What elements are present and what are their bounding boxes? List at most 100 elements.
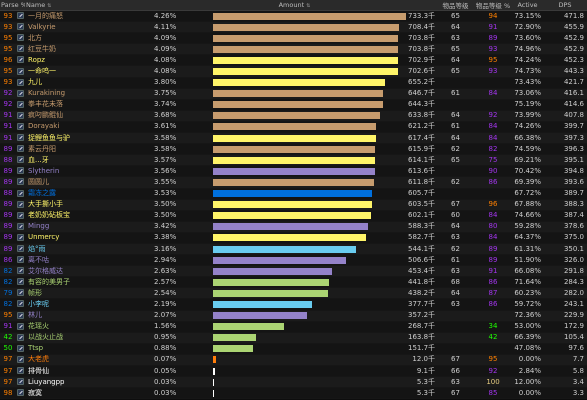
player-name[interactable]: 排骨仙 — [25, 365, 153, 378]
item-level-parse: 84 — [474, 88, 513, 100]
player-name[interactable]: 大手撕小手 — [25, 199, 153, 211]
player-name[interactable]: 花瑶火 — [25, 321, 153, 333]
player-name[interactable]: 以战火止战 — [25, 332, 153, 344]
player-name[interactable]: 寂寞 — [25, 387, 153, 400]
player-name[interactable]: Slytherin — [25, 165, 153, 178]
table-row[interactable]: 92 Kurakining 3.75% 646.7千 61 84 73.06% 416.1 — [0, 88, 587, 100]
active-time: 70.42% — [512, 165, 544, 178]
table-row[interactable]: 93 一月的痛怒 4.26% 733.3千 65 94 73.15% 471.8 — [0, 10, 587, 23]
table-row[interactable]: 95 红豆牛奶 4.09% 703.8千 65 93 74.96% 452.9 — [0, 43, 587, 56]
table-row[interactable]: 97 Liuyangpp 0.03% 5.3千 63 100 12.00% 3.4 — [0, 376, 587, 389]
item-level-parse: 94 — [474, 10, 513, 23]
header-ilvl-pct[interactable]: 物品等级 % — [474, 0, 513, 11]
player-name[interactable]: Kurakining — [25, 88, 153, 100]
table-row[interactable]: 89 大手撕小手 3.50% 603.5千 67 96 67.88% 388.3 — [0, 199, 587, 211]
player-name[interactable]: 霜冻之露 — [25, 188, 153, 200]
player-name[interactable]: 有容的美男子 — [25, 276, 153, 289]
parse-value: 88 — [0, 154, 16, 167]
table-row[interactable]: 50 Ttsp 0.88% 151.7千 47.08% 97.6 — [0, 343, 587, 355]
player-name[interactable]: 一命呜一 — [25, 65, 153, 78]
item-level-parse: 80 — [474, 221, 513, 233]
table-row[interactable]: 42 以战火止战 0.95% 163.8千 42 66.39% 105.4 — [0, 332, 587, 344]
item-level — [437, 321, 475, 333]
table-row[interactable]: 93 Valkyrie 4.11% 708.4千 64 91 72.90% 455.9 — [0, 21, 587, 34]
table-row[interactable]: 98 寂寞 0.03% 5.3千 67 85 0.00% 3.3 — [0, 387, 587, 400]
player-name[interactable]: 九儿 — [25, 77, 153, 89]
table-row[interactable]: 82 艾尔格威达 2.63% 453.4千 63 91 66.08% 291.8 — [0, 265, 587, 278]
header-amount[interactable]: Amount ⇅ — [152, 0, 438, 11]
player-name[interactable]: 焰°雨 — [25, 243, 153, 256]
table-row[interactable]: 92 拳丰花未落 3.74% 644.3千 75.19% 414.6 — [0, 99, 587, 111]
item-level: 64 — [437, 110, 475, 122]
player-name[interactable]: 红豆牛奶 — [25, 43, 153, 56]
header-parse[interactable]: Parse % — [0, 0, 26, 11]
player-name[interactable]: 捉鲤鱼鱼与驴 — [25, 132, 153, 145]
table-row[interactable]: 79 帧形 2.54% 438.2千 64 87 60.23% 282.0 — [0, 287, 587, 300]
class-icon-cell — [16, 21, 26, 34]
table-row[interactable]: 95 北方 4.09% 703.8千 63 89 73.60% 452.9 — [0, 32, 587, 45]
player-name[interactable]: 疯叼鹏鲲仙 — [25, 110, 153, 122]
class-icon-cell — [16, 65, 26, 78]
table-row[interactable]: 89 素云丹阳 3.58% 615.9千 62 82 74.59% 396.3 — [0, 143, 587, 156]
item-level-parse: 96 — [474, 199, 513, 211]
class-spec-icon — [17, 45, 24, 53]
table-row[interactable]: 88 霜冻之露 3.53% 605.7千 67.72% 389.7 — [0, 188, 587, 200]
dps-value: 452.9 — [543, 32, 587, 45]
table-row[interactable]: 88 血...牙 3.57% 614.1千 65 75 69.21% 395.1 — [0, 154, 587, 167]
player-name[interactable]: 素云丹阳 — [25, 143, 153, 156]
table-row[interactable]: 93 九儿 3.80% 655.2千 73.43% 421.7 — [0, 77, 587, 89]
header-name-label: Name — [26, 1, 46, 9]
header-active[interactable]: Active — [512, 0, 544, 11]
table-row[interactable]: 89 老奶奶砧板宝 3.50% 602.1千 60 84 74.66% 387.4 — [0, 210, 587, 222]
header-dps[interactable]: DPS — [543, 0, 587, 11]
player-name[interactable]: 离不咕 — [25, 254, 153, 267]
player-name[interactable]: 一月的痛怒 — [25, 10, 153, 23]
parse-value: 89 — [0, 143, 16, 156]
player-name[interactable]: 艾尔格威达 — [25, 265, 153, 278]
table-row[interactable]: 89 Mingg 3.42% 588.3千 64 80 59.28% 378.6 — [0, 221, 587, 233]
player-name[interactable]: 大老虎 — [25, 354, 153, 367]
player-name[interactable]: 林儿 — [25, 310, 153, 322]
header-name[interactable]: Name ⇅ — [25, 0, 153, 11]
player-name[interactable]: 圆圆儿 — [25, 176, 153, 189]
player-name[interactable]: Liuyangpp — [25, 376, 153, 389]
table-row[interactable]: 95 一命呜一 4.08% 702.6千 65 93 74.73% 443.3 — [0, 65, 587, 78]
table-row[interactable]: 89 圆圆儿 3.55% 611.8千 62 86 69.39% 393.6 — [0, 176, 587, 189]
player-name[interactable]: Dorayaki — [25, 121, 153, 134]
table-row[interactable]: 82 小李呢 2.19% 377.7千 63 86 59.72% 243.1 — [0, 298, 587, 311]
active-time: 47.08% — [512, 343, 544, 355]
table-row[interactable]: 86 离不咕 2.94% 506.6千 61 89 51.90% 326.0 — [0, 254, 587, 267]
parse-value: 97 — [0, 365, 16, 378]
table-row[interactable]: 89 焰°雨 3.16% 544.1千 62 89 61.31% 350.1 — [0, 243, 587, 256]
table-row[interactable]: 91 捉鲤鱼鱼与驴 3.58% 617.4千 64 84 66.38% 397.3 — [0, 132, 587, 145]
player-name[interactable]: 小李呢 — [25, 298, 153, 311]
class-icon-cell — [16, 110, 26, 122]
table-row[interactable]: 96 Ropz 4.08% 702.9千 64 95 74.24% 452.3 — [0, 54, 587, 67]
player-name[interactable]: Mingg — [25, 221, 153, 233]
table-row[interactable]: 97 排骨仙 0.05% 9.1千 66 92 2.84% 5.8 — [0, 365, 587, 378]
dps-value: 393.6 — [543, 176, 587, 189]
player-name[interactable]: 帧形 — [25, 287, 153, 300]
player-name[interactable]: Ttsp — [25, 343, 153, 355]
table-row[interactable]: 91 疯叼鹏鲲仙 3.68% 633.8千 64 92 73.99% 407.8 — [0, 110, 587, 122]
table-row[interactable]: 97 大老虎 0.07% 12.0千 67 95 0.00% 7.7 — [0, 354, 587, 367]
table-row[interactable]: 95 林儿 2.07% 357.2千 72.36% 229.9 — [0, 310, 587, 322]
player-name[interactable]: Ropz — [25, 54, 153, 67]
table-row[interactable]: 89 Unmercy 3.38% 582.7千 63 84 64.37% 375.0 — [0, 232, 587, 244]
player-name[interactable]: 拳丰花未落 — [25, 99, 153, 111]
item-level-parse: 84 — [474, 232, 513, 244]
player-name[interactable]: 血...牙 — [25, 154, 153, 167]
table-row[interactable]: 91 Dorayaki 3.61% 621.2千 61 84 74.26% 399.7 — [0, 121, 587, 134]
player-name[interactable]: 老奶奶砧板宝 — [25, 210, 153, 222]
table-row[interactable]: 91 花瑶火 1.56% 268.7千 34 53.00% 172.9 — [0, 321, 587, 333]
amount-bar-track — [213, 101, 406, 109]
amount-bar-cell — [213, 121, 409, 134]
table-row[interactable]: 82 有容的美男子 2.57% 441.8千 68 86 71.64% 284.3 — [0, 276, 587, 289]
player-name[interactable]: 北方 — [25, 32, 153, 45]
header-ilvl[interactable]: 物品等级 — [437, 0, 475, 11]
amount-bar — [213, 156, 375, 164]
amount-bar-track — [213, 12, 407, 20]
table-row[interactable]: 89 Slytherin 3.56% 613.6千 90 70.42% 394.8 — [0, 165, 587, 178]
player-name[interactable]: Unmercy — [25, 232, 153, 244]
player-name[interactable]: Valkyrie — [25, 21, 153, 34]
